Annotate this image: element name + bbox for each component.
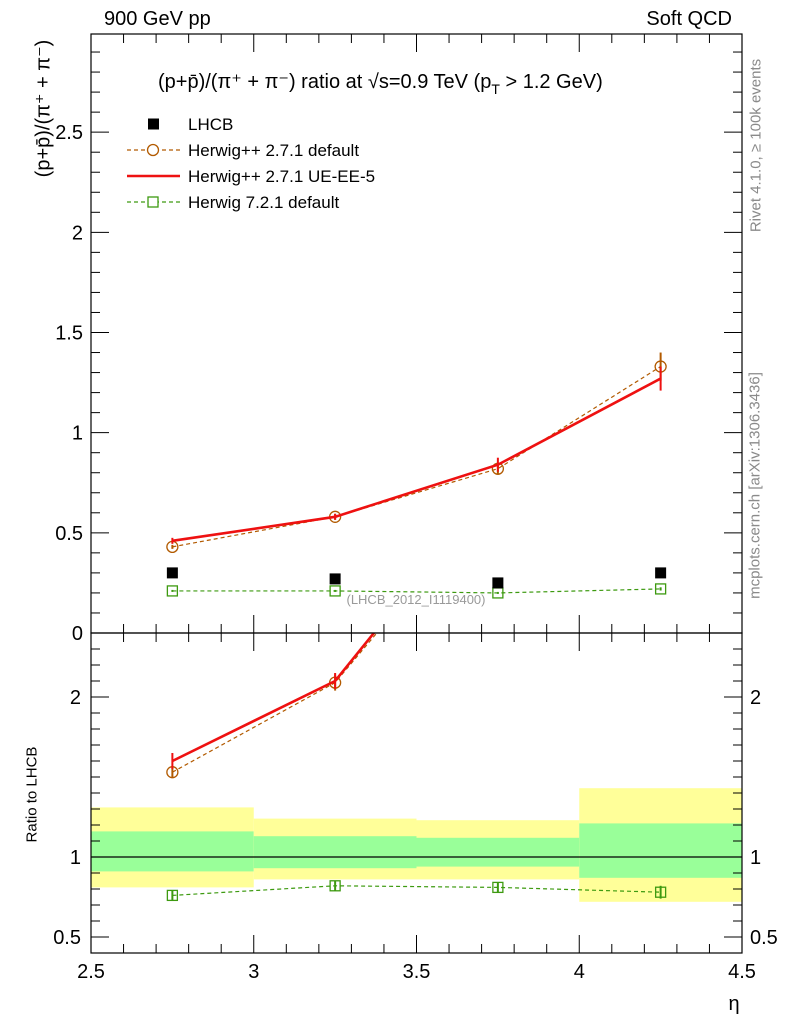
legend-label-herwig-2-7-1-ue-ee-5: Herwig++ 2.7.1 UE-EE-5 (188, 167, 375, 186)
main-y-tick-label: 2.5 (55, 122, 83, 144)
title-subscript: T (491, 81, 500, 97)
legend: LHCB Herwig++ 2.7.1 default Herwig++ 2.7.1… (127, 115, 375, 212)
main-y-tick-label: 1.5 (55, 322, 83, 344)
ratio-data (166, 308, 667, 902)
ratio-bands (91, 788, 742, 902)
legend-label-herwig-2-7-1-default: Herwig++ 2.7.1 default (188, 141, 359, 160)
series-lhcb (166, 567, 667, 589)
ratio-line-herwig-2-7-1-ue-ee-5 (171, 633, 376, 763)
line-herwig-2-7-1-default (172, 366, 661, 548)
point-herwig-7-2-1-default (166, 585, 179, 597)
ratio-point-herwig-7-2-1-default (492, 881, 504, 894)
series-herwig-2-7-1-default (166, 352, 667, 554)
header-left: 900 GeV pp (104, 8, 211, 30)
point-herwig-7-2-1-default (329, 585, 341, 597)
main-title: (p+p̄)/(π⁺ + π⁻) ratio at √s=0.9 TeV (pT… (158, 71, 603, 97)
ratio-point-herwig-7-2-1-default (654, 886, 667, 898)
title-main: (p+p̄)/(π⁺ + π⁻) ratio at √s=0.9 TeV (p (158, 71, 491, 93)
ratio-point-herwig-2-7-1-default (655, 308, 666, 319)
point-herwig-7-2-1-default (654, 583, 667, 595)
ratio-y-tick-label-left: 2 (70, 687, 81, 709)
ratio-series-herwig-2-7-1-ue-ee-5 (171, 633, 376, 769)
ratio-y-tick-label-left: 1 (70, 847, 81, 869)
ratio-x-tick-label: 3.5 (403, 961, 431, 983)
band-inner (579, 823, 742, 878)
point-lhcb (492, 577, 504, 589)
point-lhcb (655, 567, 667, 579)
legend-marker-herwig-2-7-1-default (146, 143, 160, 157)
ratio-line-herwig-7-2-1-default (172, 885, 661, 896)
ratio-x-tick-label: 3 (248, 961, 259, 983)
main-y-tick-label: 0.5 (55, 523, 83, 545)
band-inner (416, 837, 580, 867)
legend-entry-herwig-2-7-1-default: Herwig++ 2.7.1 default (127, 141, 359, 160)
point-lhcb (166, 567, 178, 579)
ratio-line-herwig-2-7-1-default (172, 633, 378, 773)
main-y-tick-label: 2 (72, 222, 83, 244)
legend-entry-lhcb: LHCB (148, 115, 233, 134)
line-herwig-2-7-1-ue-ee-5 (172, 377, 662, 543)
legend-entry-herwig-2-7-1-ue-ee-5: Herwig++ 2.7.1 UE-EE-5 (127, 167, 375, 186)
legend-label-herwig-7-2-1-default: Herwig 7.2.1 default (188, 193, 339, 212)
main-y-tick-label: 1 (72, 423, 83, 445)
ratio-ticks: 2.5 3 3.5 4 4.5 0.5 0.5 1 1 2 2 (53, 633, 778, 983)
series-herwig-2-7-1-ue-ee-5 (171, 366, 662, 544)
ratio-y-tick-label-right: 1 (750, 847, 761, 869)
ratio-x-tick-label: 2.5 (77, 961, 105, 983)
ratio-point-herwig-2-7-1-default (492, 484, 503, 495)
ratio-y-tick-label-left: 0.5 (53, 927, 81, 949)
ratio-panel: 2.5 3 3.5 4 4.5 0.5 0.5 1 1 2 2 η (53, 308, 778, 1015)
title-tail: > 1.2 GeV) (500, 71, 603, 93)
ratio-y-tick-label-right: 0.5 (750, 927, 778, 949)
line-herwig-7-2-1-default (172, 588, 661, 594)
point-lhcb (329, 573, 341, 585)
ratio-point-herwig-7-2-1-default (166, 889, 179, 902)
analysis-watermark: (LHCB_2012_I1119400) (346, 592, 485, 607)
legend-label-lhcb: LHCB (188, 115, 233, 134)
legend-marker-lhcb (148, 118, 159, 130)
x-axis-title: η (728, 993, 739, 1015)
legend-marker-herwig-7-2-1-default (147, 196, 159, 208)
ratio-series-herwig-7-2-1-default (166, 880, 667, 902)
main-y-tick-label: 0 (72, 623, 83, 645)
band-inner (91, 831, 254, 872)
ratio-y-tick-label-right: 2 (750, 687, 761, 709)
band-inner (253, 836, 417, 869)
main-data (166, 352, 667, 599)
ratio-x-tick-label: 4.5 (728, 961, 756, 983)
ratio-point-herwig-7-2-1-default (329, 880, 341, 892)
main-panel: 0 0.5 1 1.5 2 2.5 (p+p̄)/(π⁺ + π⁻) ratio at √… (55, 33, 743, 645)
header-right: Soft QCD (646, 8, 732, 30)
legend-entry-herwig-7-2-1-default: Herwig 7.2.1 default (127, 193, 339, 212)
ratio-x-tick-label: 4 (574, 961, 585, 983)
